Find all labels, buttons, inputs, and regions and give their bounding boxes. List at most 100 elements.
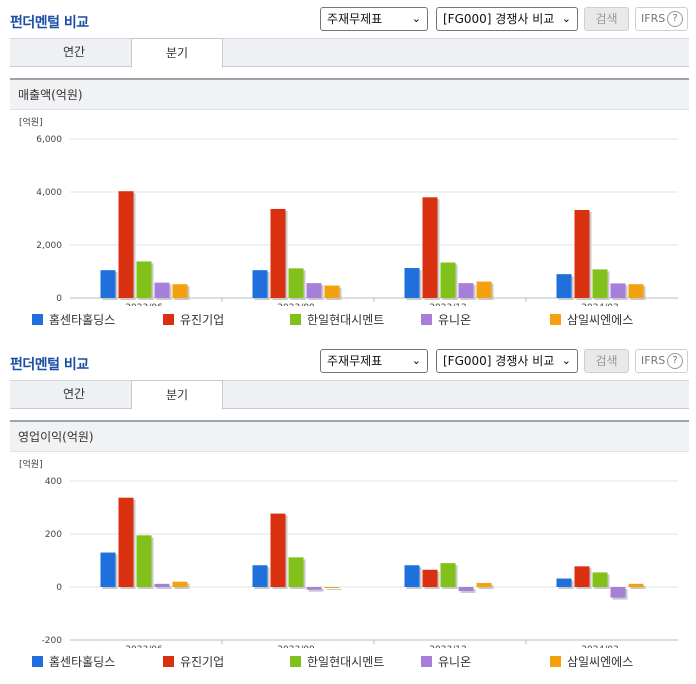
chevron-down-icon: ⌄ [411, 354, 421, 367]
bar[interactable] [154, 282, 170, 298]
legend-item[interactable]: 유니온 [421, 310, 471, 330]
bar[interactable] [610, 587, 626, 598]
bar[interactable] [592, 269, 608, 298]
tab-quarter[interactable]: 분기 [131, 38, 223, 68]
legend-swatch [32, 656, 43, 667]
bar[interactable] [574, 210, 590, 298]
search-button[interactable]: 검색 [584, 349, 629, 373]
y-tick-label: 200 [45, 530, 62, 540]
tab-annual[interactable]: 연간 [62, 45, 86, 59]
bar[interactable] [136, 261, 152, 298]
legend-label: 한일현대시멘트 [307, 313, 385, 327]
x-tick-label: 2024/03 [581, 303, 618, 306]
statement-select[interactable]: 주재무제표 ⌄ [320, 7, 428, 31]
revenue-chart-plot: [억원] 6,000 4,000 2,000 0 2023/06 2023/09 2023/1… [19, 116, 678, 306]
tab-annual[interactable]: 연간 [62, 387, 86, 401]
legend-item[interactable]: 홈센타홀딩스 [32, 652, 115, 672]
bar[interactable] [324, 285, 340, 298]
y-tick-label: 400 [45, 477, 62, 487]
bar[interactable] [118, 191, 134, 298]
legend-swatch [421, 656, 432, 667]
bar[interactable] [628, 583, 644, 587]
bar[interactable] [306, 587, 322, 590]
help-icon: ? [667, 11, 683, 27]
ifrs-help-button[interactable]: IFRS ? [635, 349, 688, 373]
panel-title: 펀더멘털 비교 [10, 15, 89, 31]
legend-label: 유진기업 [180, 313, 225, 327]
bar[interactable] [592, 572, 608, 587]
fundamental-panel-operating-profit: 펀더멘털 비교 주재무제표 ⌄ [FG000] 경쟁사 비교 ⌄ 검색 IFRS… [0, 342, 696, 684]
legend-item[interactable]: 유니온 [421, 652, 471, 672]
bar[interactable] [270, 208, 286, 298]
bar[interactable] [440, 262, 456, 298]
chart-title: 영업이익(억원) [10, 422, 689, 452]
legend-item[interactable]: 한일현대시멘트 [290, 652, 384, 672]
bar[interactable] [288, 268, 304, 298]
bar[interactable] [100, 552, 116, 587]
legend-swatch [290, 314, 301, 325]
ifrs-label: IFRS [641, 12, 666, 25]
y-unit-label: [억원] [19, 116, 43, 128]
x-tick-label: 2023/06 [125, 303, 163, 306]
ifrs-help-button[interactable]: IFRS ? [635, 7, 688, 31]
bar[interactable] [476, 583, 492, 587]
legend-item[interactable]: 삼일씨엔에스 [550, 310, 633, 330]
bar[interactable] [270, 513, 286, 587]
legend-item[interactable]: 한일현대시멘트 [290, 310, 384, 330]
bar[interactable] [172, 284, 188, 298]
y-tick-label: 2,000 [36, 241, 62, 251]
bar[interactable] [476, 281, 492, 298]
legend-item[interactable]: 유진기업 [163, 652, 224, 672]
search-button[interactable]: 검색 [584, 7, 629, 31]
bar[interactable] [556, 578, 572, 587]
bar[interactable] [422, 569, 438, 587]
legend-item[interactable]: 삼일씨엔에스 [550, 652, 633, 672]
x-tick-label: 2023/12 [429, 303, 466, 306]
bar[interactable] [252, 270, 268, 298]
operating-profit-chart-plot: [억원]400 200 0 -200 2023/06 2023/09 2023/12 2024… [19, 458, 678, 648]
legend-swatch [290, 656, 301, 667]
legend-item[interactable]: 유진기업 [163, 310, 224, 330]
bar[interactable] [136, 535, 152, 587]
bar[interactable] [440, 563, 456, 587]
bar-shadow [630, 585, 646, 589]
y-tick-label: 0 [56, 294, 62, 304]
bar[interactable] [458, 587, 474, 591]
bar[interactable] [118, 497, 134, 587]
bar[interactable] [404, 268, 420, 298]
legend-swatch [163, 314, 174, 325]
bar[interactable] [458, 283, 474, 298]
y-unit-label: [억원] [19, 458, 43, 470]
panel-header: 펀더멘털 비교 주재무제표 ⌄ [FG000] 경쟁사 비교 ⌄ 검색 IFRS… [0, 342, 696, 380]
bar-shadow [478, 585, 494, 589]
statement-select[interactable]: 주재무제표 ⌄ [320, 349, 428, 373]
legend-swatch [550, 314, 561, 325]
legend-item[interactable]: 홈센타홀딩스 [32, 310, 115, 330]
legend-swatch [163, 656, 174, 667]
chevron-down-icon: ⌄ [561, 354, 571, 367]
ifrs-label: IFRS [641, 354, 666, 367]
bar[interactable] [172, 581, 188, 587]
bar[interactable] [154, 583, 170, 587]
bar[interactable] [556, 274, 572, 298]
bar[interactable] [574, 566, 590, 587]
bar-shadow [308, 589, 324, 592]
chart-legend: 홈센타홀딩스 유진기업 한일현대시멘트 유니온 삼일씨엔에스 [10, 652, 689, 672]
legend-label: 홈센타홀딩스 [49, 313, 116, 327]
bar[interactable] [252, 565, 268, 587]
bar[interactable] [422, 197, 438, 298]
bar[interactable] [628, 284, 644, 298]
compare-select[interactable]: [FG000] 경쟁사 비교 ⌄ [436, 349, 578, 373]
fundamental-panel-revenue: 펀더멘털 비교 주재무제표 ⌄ [FG000] 경쟁사 비교 ⌄ 검색 IFRS… [0, 0, 696, 340]
compare-select[interactable]: [FG000] 경쟁사 비교 ⌄ [436, 7, 578, 31]
bar[interactable] [306, 283, 322, 298]
legend-swatch [421, 314, 432, 325]
bar[interactable] [100, 270, 116, 298]
chart-title: 매출액(억원) [10, 80, 689, 110]
y-tick-label: 6,000 [36, 135, 62, 145]
bar[interactable] [324, 587, 340, 588]
bar[interactable] [404, 565, 420, 587]
tab-quarter[interactable]: 분기 [131, 380, 223, 410]
bar[interactable] [610, 283, 626, 298]
bar[interactable] [288, 557, 304, 587]
